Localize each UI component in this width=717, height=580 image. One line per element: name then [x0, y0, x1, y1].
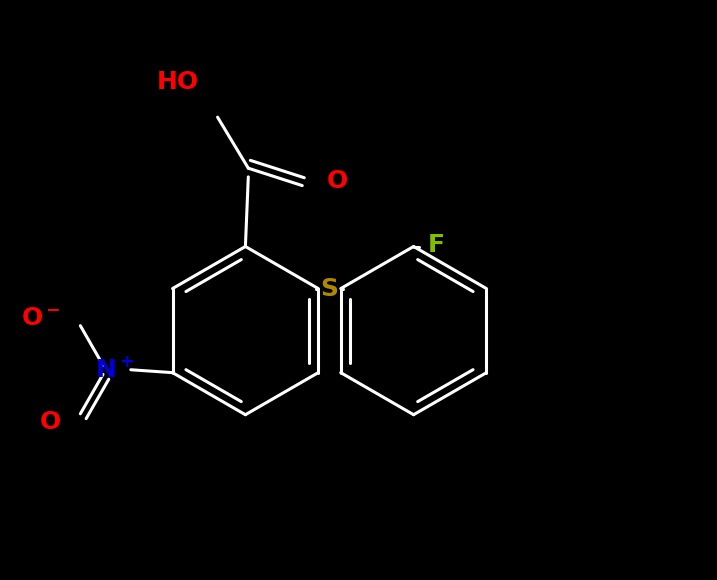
Text: O: O: [39, 410, 61, 434]
Text: $\mathbf{N^+}$: $\mathbf{N^+}$: [95, 357, 134, 382]
Text: HO: HO: [157, 70, 199, 94]
Text: S: S: [320, 277, 338, 300]
Text: F: F: [428, 233, 445, 258]
Text: $\mathbf{O^-}$: $\mathbf{O^-}$: [21, 306, 61, 329]
Text: O: O: [327, 169, 348, 193]
